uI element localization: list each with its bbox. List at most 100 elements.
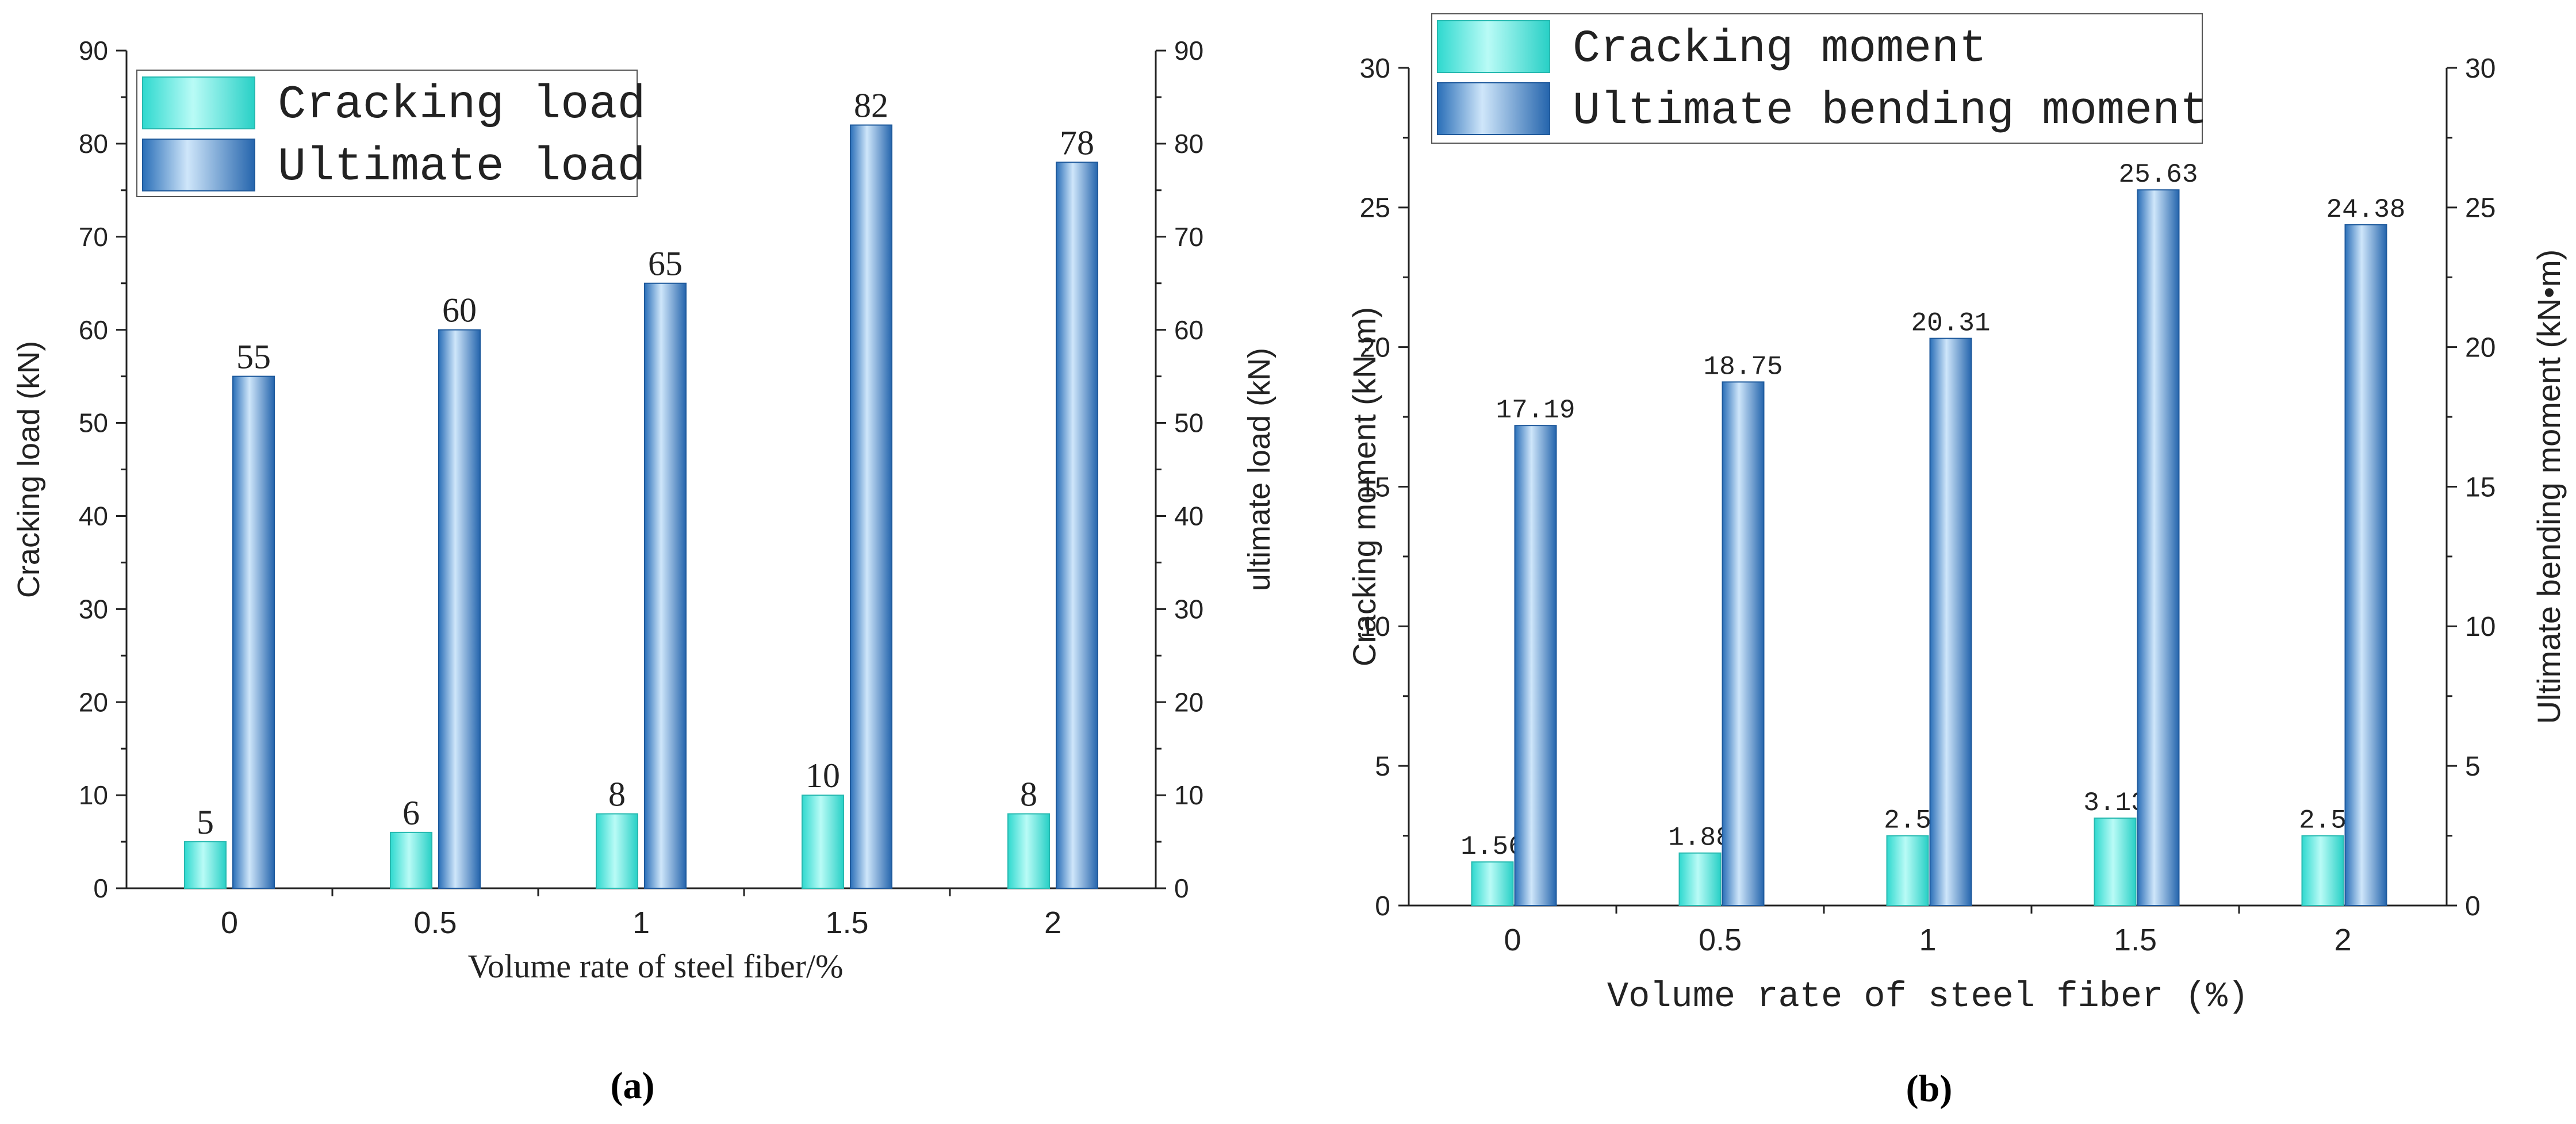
y-tick-label-right: 80	[1174, 129, 1203, 159]
data-label-cracking: 2.5	[1884, 806, 1931, 836]
bar-ultimate	[644, 282, 687, 889]
data-label-ultimate: 78	[1060, 124, 1094, 162]
x-tick-label: 0	[221, 906, 238, 940]
y-tick-label-left: 10	[79, 780, 108, 810]
bar-ultimate	[1514, 425, 1557, 906]
data-label-cracking: 8	[1020, 775, 1037, 813]
y-tick-label-right: 40	[1174, 501, 1203, 531]
y-tick-label-left: 20	[1360, 332, 1390, 363]
bar-cracking	[184, 841, 227, 889]
y-tick-label-right: 30	[1174, 594, 1203, 624]
y-tick-label-left: 20	[79, 687, 108, 717]
bar-ultimate	[1722, 381, 1765, 906]
y-tick-label-right: 25	[2465, 193, 2496, 224]
bar-ultimate	[2137, 189, 2180, 906]
data-label-ultimate: 17.19	[1496, 396, 1575, 425]
bar-ultimate	[1929, 337, 1972, 906]
bar-ultimate	[232, 375, 275, 889]
y-tick-label-left: 0	[93, 873, 108, 903]
y-tick-label-left: 80	[79, 129, 108, 159]
y-axis-title-left: Cracking load (kN)	[12, 341, 46, 598]
y-tick-label-right: 20	[2465, 332, 2496, 363]
bar-ultimate	[2344, 224, 2387, 906]
y-tick-label-left: 60	[79, 315, 108, 345]
y-tick-label-left: 0	[1375, 891, 1390, 922]
y-axis-title-right: ultimate load (kN)	[1242, 348, 1276, 591]
y-tick-label-right: 5	[2465, 751, 2481, 782]
y-tick-label-right: 50	[1174, 408, 1203, 438]
y-tick-label-right: 10	[1174, 780, 1203, 810]
data-label-cracking: 1.88	[1668, 823, 1731, 853]
x-tick-label: 2	[2334, 923, 2351, 957]
data-label-cracking: 10	[806, 757, 840, 795]
x-tick-label: 1	[1919, 923, 1936, 957]
bar-cracking	[1007, 813, 1050, 889]
y-tick-label-right: 70	[1174, 222, 1203, 252]
data-label-ultimate: 24.38	[2326, 195, 2405, 225]
data-label-ultimate: 55	[236, 338, 271, 376]
x-tick-label: 0	[1504, 923, 1521, 957]
x-tick-label: 1.5	[825, 906, 868, 940]
y-axis-title-left: Cracking moment (kN·m)	[1346, 307, 1382, 666]
legend-swatch-ultimate	[142, 139, 255, 191]
data-label-cracking: 6	[402, 794, 420, 832]
bar-cracking	[596, 813, 638, 889]
bar-cracking	[1886, 835, 1929, 907]
x-tick-label: 1.5	[2114, 923, 2157, 957]
panel-label: (a)	[611, 1065, 655, 1107]
data-label-cracking: 8	[608, 775, 626, 813]
legend-swatch-cracking	[142, 76, 255, 129]
legend-label-ultimate: Ultimate bending moment	[1573, 85, 2207, 137]
y-tick-label-right: 0	[2465, 891, 2481, 922]
y-tick-label-right: 30	[2465, 53, 2496, 84]
x-tick-label: 0.5	[1699, 923, 1742, 957]
y-tick-label-right: 0	[1174, 873, 1189, 903]
y-tick-label-left: 40	[79, 501, 108, 531]
data-label-ultimate: 60	[442, 291, 477, 329]
legend-swatch-ultimate	[1437, 82, 1550, 135]
data-label-cracking: 5	[197, 803, 214, 841]
x-axis-title: Volume rate of steel fiber/%	[468, 947, 844, 985]
bar-cracking	[802, 795, 844, 889]
legend-label-ultimate: Ultimate load	[278, 140, 646, 194]
data-label-ultimate: 65	[648, 245, 683, 283]
bar-ultimate	[850, 124, 892, 889]
legend-swatch-cracking	[1437, 20, 1550, 73]
y-tick-label-left: 25	[1360, 193, 1390, 224]
y-tick-label-left: 50	[79, 408, 108, 438]
y-tick-label-left: 30	[79, 594, 108, 624]
x-tick-label: 2	[1044, 906, 1061, 940]
data-label-ultimate: 20.31	[1911, 309, 1990, 339]
bar-cracking	[1471, 861, 1514, 906]
y-tick-label-left: 5	[1375, 751, 1390, 782]
bar-ultimate	[1056, 162, 1098, 889]
y-tick-label-left: 15	[1360, 472, 1390, 502]
y-tick-label-right: 15	[2465, 472, 2496, 502]
chart-b: 0 0 5 5 10 10 15 15 20 20 25 25 30 30 0 1.56 17.19 0.5 1.8…	[1346, 13, 2567, 1110]
y-tick-label-right: 60	[1174, 315, 1203, 345]
data-label-ultimate: 82	[854, 87, 888, 125]
bar-cracking	[2094, 817, 2137, 906]
bar-cracking	[1678, 852, 1722, 907]
legend-label-cracking: Cracking moment	[1573, 23, 1987, 75]
x-axis-title: Volume rate of steel fiber (%)	[1607, 976, 2249, 1017]
data-label-ultimate: 25.63	[2118, 160, 2198, 190]
y-tick-label-left: 70	[79, 222, 108, 252]
y-tick-label-right: 20	[1174, 687, 1203, 717]
legend-box	[1431, 13, 2203, 144]
bar-cracking	[390, 831, 432, 889]
bar-ultimate	[438, 329, 481, 889]
y-axis-title-right: Ultimate bending moment (kN•m)	[2531, 250, 2567, 724]
panel-label: (b)	[1906, 1068, 1953, 1110]
data-label-cracking: 2.5	[2299, 806, 2347, 836]
bar-cracking	[2301, 835, 2344, 907]
data-label-cracking: 3.13	[2083, 788, 2146, 818]
y-tick-label-right: 90	[1174, 36, 1203, 66]
data-label-ultimate: 18.75	[1703, 352, 1782, 382]
data-label-cracking: 1.56	[1460, 832, 1524, 862]
x-tick-label: 1	[632, 906, 650, 940]
x-tick-label: 0.5	[413, 906, 457, 940]
chart-a: 0 0 10 10 20 20 30 30 40 40 50 50 60 60 70 70 80 80 90 90 0 5…	[12, 36, 1276, 1107]
legend-label-cracking: Cracking load	[278, 78, 646, 132]
